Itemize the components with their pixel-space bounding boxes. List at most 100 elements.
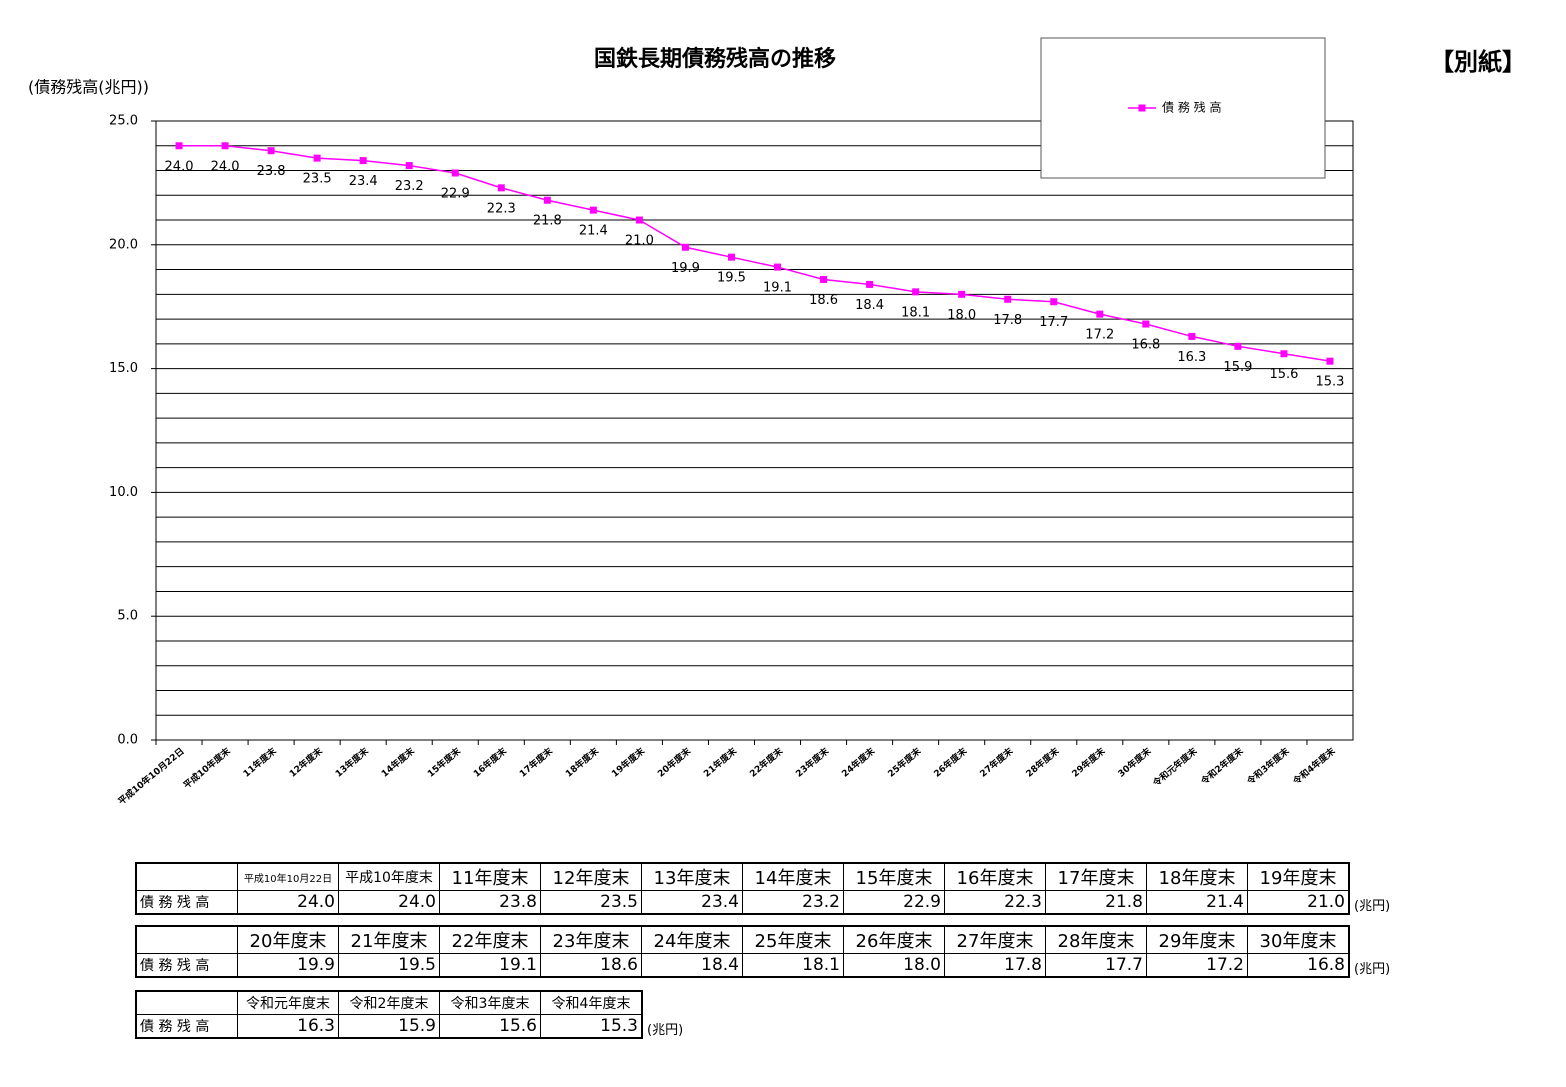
row-label: 債 務 残 高 <box>135 1014 238 1039</box>
data-label: 17.7 <box>1039 315 1068 330</box>
value-cell: 24.0 <box>338 890 440 915</box>
header-cell: 15年度末 <box>843 862 945 891</box>
header-cell: 21年度末 <box>338 925 440 954</box>
value-cell: 23.2 <box>742 890 844 915</box>
value-cell: 15.6 <box>439 1014 541 1039</box>
data-point <box>405 162 413 170</box>
corner-cell <box>135 990 238 1015</box>
data-point <box>267 147 275 155</box>
chart-title: 国鉄長期債務残高の推移 <box>594 46 836 72</box>
data-point <box>221 142 229 150</box>
x-tick-label: 19年度末 <box>609 744 648 779</box>
data-label: 21.8 <box>533 214 562 229</box>
data-point <box>820 275 828 283</box>
value-cell: 18.0 <box>843 953 945 978</box>
x-tick-label: 11年度末 <box>241 744 280 779</box>
data-label: 15.3 <box>1316 375 1345 390</box>
data-label: 21.4 <box>579 224 608 239</box>
header-cell: 27年度末 <box>944 925 1046 954</box>
data-label: 16.3 <box>1177 350 1206 365</box>
x-tick-label: 29年度末 <box>1069 744 1108 779</box>
value-cell: 19.9 <box>237 953 339 978</box>
data-point <box>497 184 505 192</box>
data-point <box>1234 342 1242 350</box>
data-point <box>1050 298 1058 306</box>
header-cell: 令和2年度末 <box>338 990 440 1015</box>
data-label: 19.5 <box>717 271 746 286</box>
value-cell: 15.9 <box>338 1014 440 1039</box>
legend-box <box>1040 37 1326 179</box>
header-cell: 20年度末 <box>237 925 339 954</box>
data-point <box>635 216 643 224</box>
x-tick-label: 令和4年度末 <box>1290 744 1339 787</box>
value-cell: 17.2 <box>1146 953 1248 978</box>
legend-label: 債 務 残 高 <box>1162 100 1221 115</box>
value-cell: 21.0 <box>1247 890 1350 915</box>
data-label: 23.4 <box>349 174 378 189</box>
y-axis-label: (債務残高(兆円)) <box>28 78 149 97</box>
x-tick-label: 令和2年度末 <box>1198 744 1247 787</box>
header-cell: 14年度末 <box>742 862 844 891</box>
data-label: 16.8 <box>1131 338 1160 353</box>
data-point <box>589 206 597 214</box>
value-cell: 16.8 <box>1247 953 1350 978</box>
data-label: 23.8 <box>257 164 286 179</box>
value-cell: 17.7 <box>1045 953 1147 978</box>
data-label: 17.2 <box>1085 328 1114 343</box>
y-tick-label: 15.0 <box>109 361 138 376</box>
header-cell: 13年度末 <box>641 862 743 891</box>
y-tick-label: 5.0 <box>117 609 138 624</box>
x-tick-label: 26年度末 <box>931 744 970 779</box>
legend-marker <box>1138 104 1146 112</box>
header-cell: 24年度末 <box>641 925 743 954</box>
data-label: 15.9 <box>1223 360 1252 375</box>
value-cell: 23.5 <box>540 890 642 915</box>
unit-label: (兆円) <box>1354 899 1391 914</box>
x-tick-label: 28年度末 <box>1023 744 1062 779</box>
data-label: 21.0 <box>625 234 654 249</box>
data-point <box>912 288 920 296</box>
y-tick-label: 10.0 <box>109 485 138 500</box>
header-cell: 23年度末 <box>540 925 642 954</box>
corner-cell <box>135 862 238 891</box>
data-label: 24.0 <box>165 159 194 174</box>
series-line <box>179 145 1331 362</box>
x-tick-label: 25年度末 <box>885 744 924 779</box>
data-point <box>359 157 367 165</box>
value-cell: 15.3 <box>540 1014 643 1039</box>
y-tick-label: 0.0 <box>117 733 138 748</box>
x-tick-label: 令和3年度末 <box>1244 744 1293 787</box>
data-label: 18.6 <box>809 293 838 308</box>
x-tick-label: 16年度末 <box>471 744 510 779</box>
data-point <box>681 243 689 251</box>
data-point <box>543 196 551 204</box>
header-cell: 26年度末 <box>843 925 945 954</box>
value-cell: 17.8 <box>944 953 1046 978</box>
x-tick-label: 平成10年10月22日 <box>116 745 187 807</box>
data-point <box>727 253 735 261</box>
header-cell: 22年度末 <box>439 925 541 954</box>
data-label: 18.4 <box>855 298 884 313</box>
data-table: 20年度末 21年度末 22年度末 23年度末 24年度末 25年度末 26年度末 27年度末… <box>135 925 1350 978</box>
header-cell: 令和元年度末 <box>237 990 339 1015</box>
x-tick-label: 令和元年度末 <box>1150 744 1201 789</box>
data-label: 23.2 <box>395 179 424 194</box>
x-tick-label: 27年度末 <box>977 744 1016 779</box>
data-point <box>175 142 183 150</box>
data-label: 15.6 <box>1269 367 1298 382</box>
x-tick-label: 13年度末 <box>333 744 372 779</box>
value-cell: 24.0 <box>237 890 339 915</box>
data-point <box>1142 320 1150 328</box>
data-point <box>866 280 874 288</box>
x-tick-label: 20年度末 <box>655 744 694 779</box>
data-table: 令和元年度末 令和2年度末 令和3年度末 令和4年度末債 務 残 高 16.3 15.9 1… <box>135 990 643 1039</box>
data-label: 19.1 <box>763 281 792 296</box>
data-label: 23.5 <box>303 172 332 187</box>
data-label: 22.9 <box>441 186 470 201</box>
x-tick-label: 23年度末 <box>793 744 832 779</box>
value-cell: 18.1 <box>742 953 844 978</box>
header-cell: 18年度末 <box>1146 862 1248 891</box>
header-cell: 25年度末 <box>742 925 844 954</box>
data-point <box>451 169 459 177</box>
